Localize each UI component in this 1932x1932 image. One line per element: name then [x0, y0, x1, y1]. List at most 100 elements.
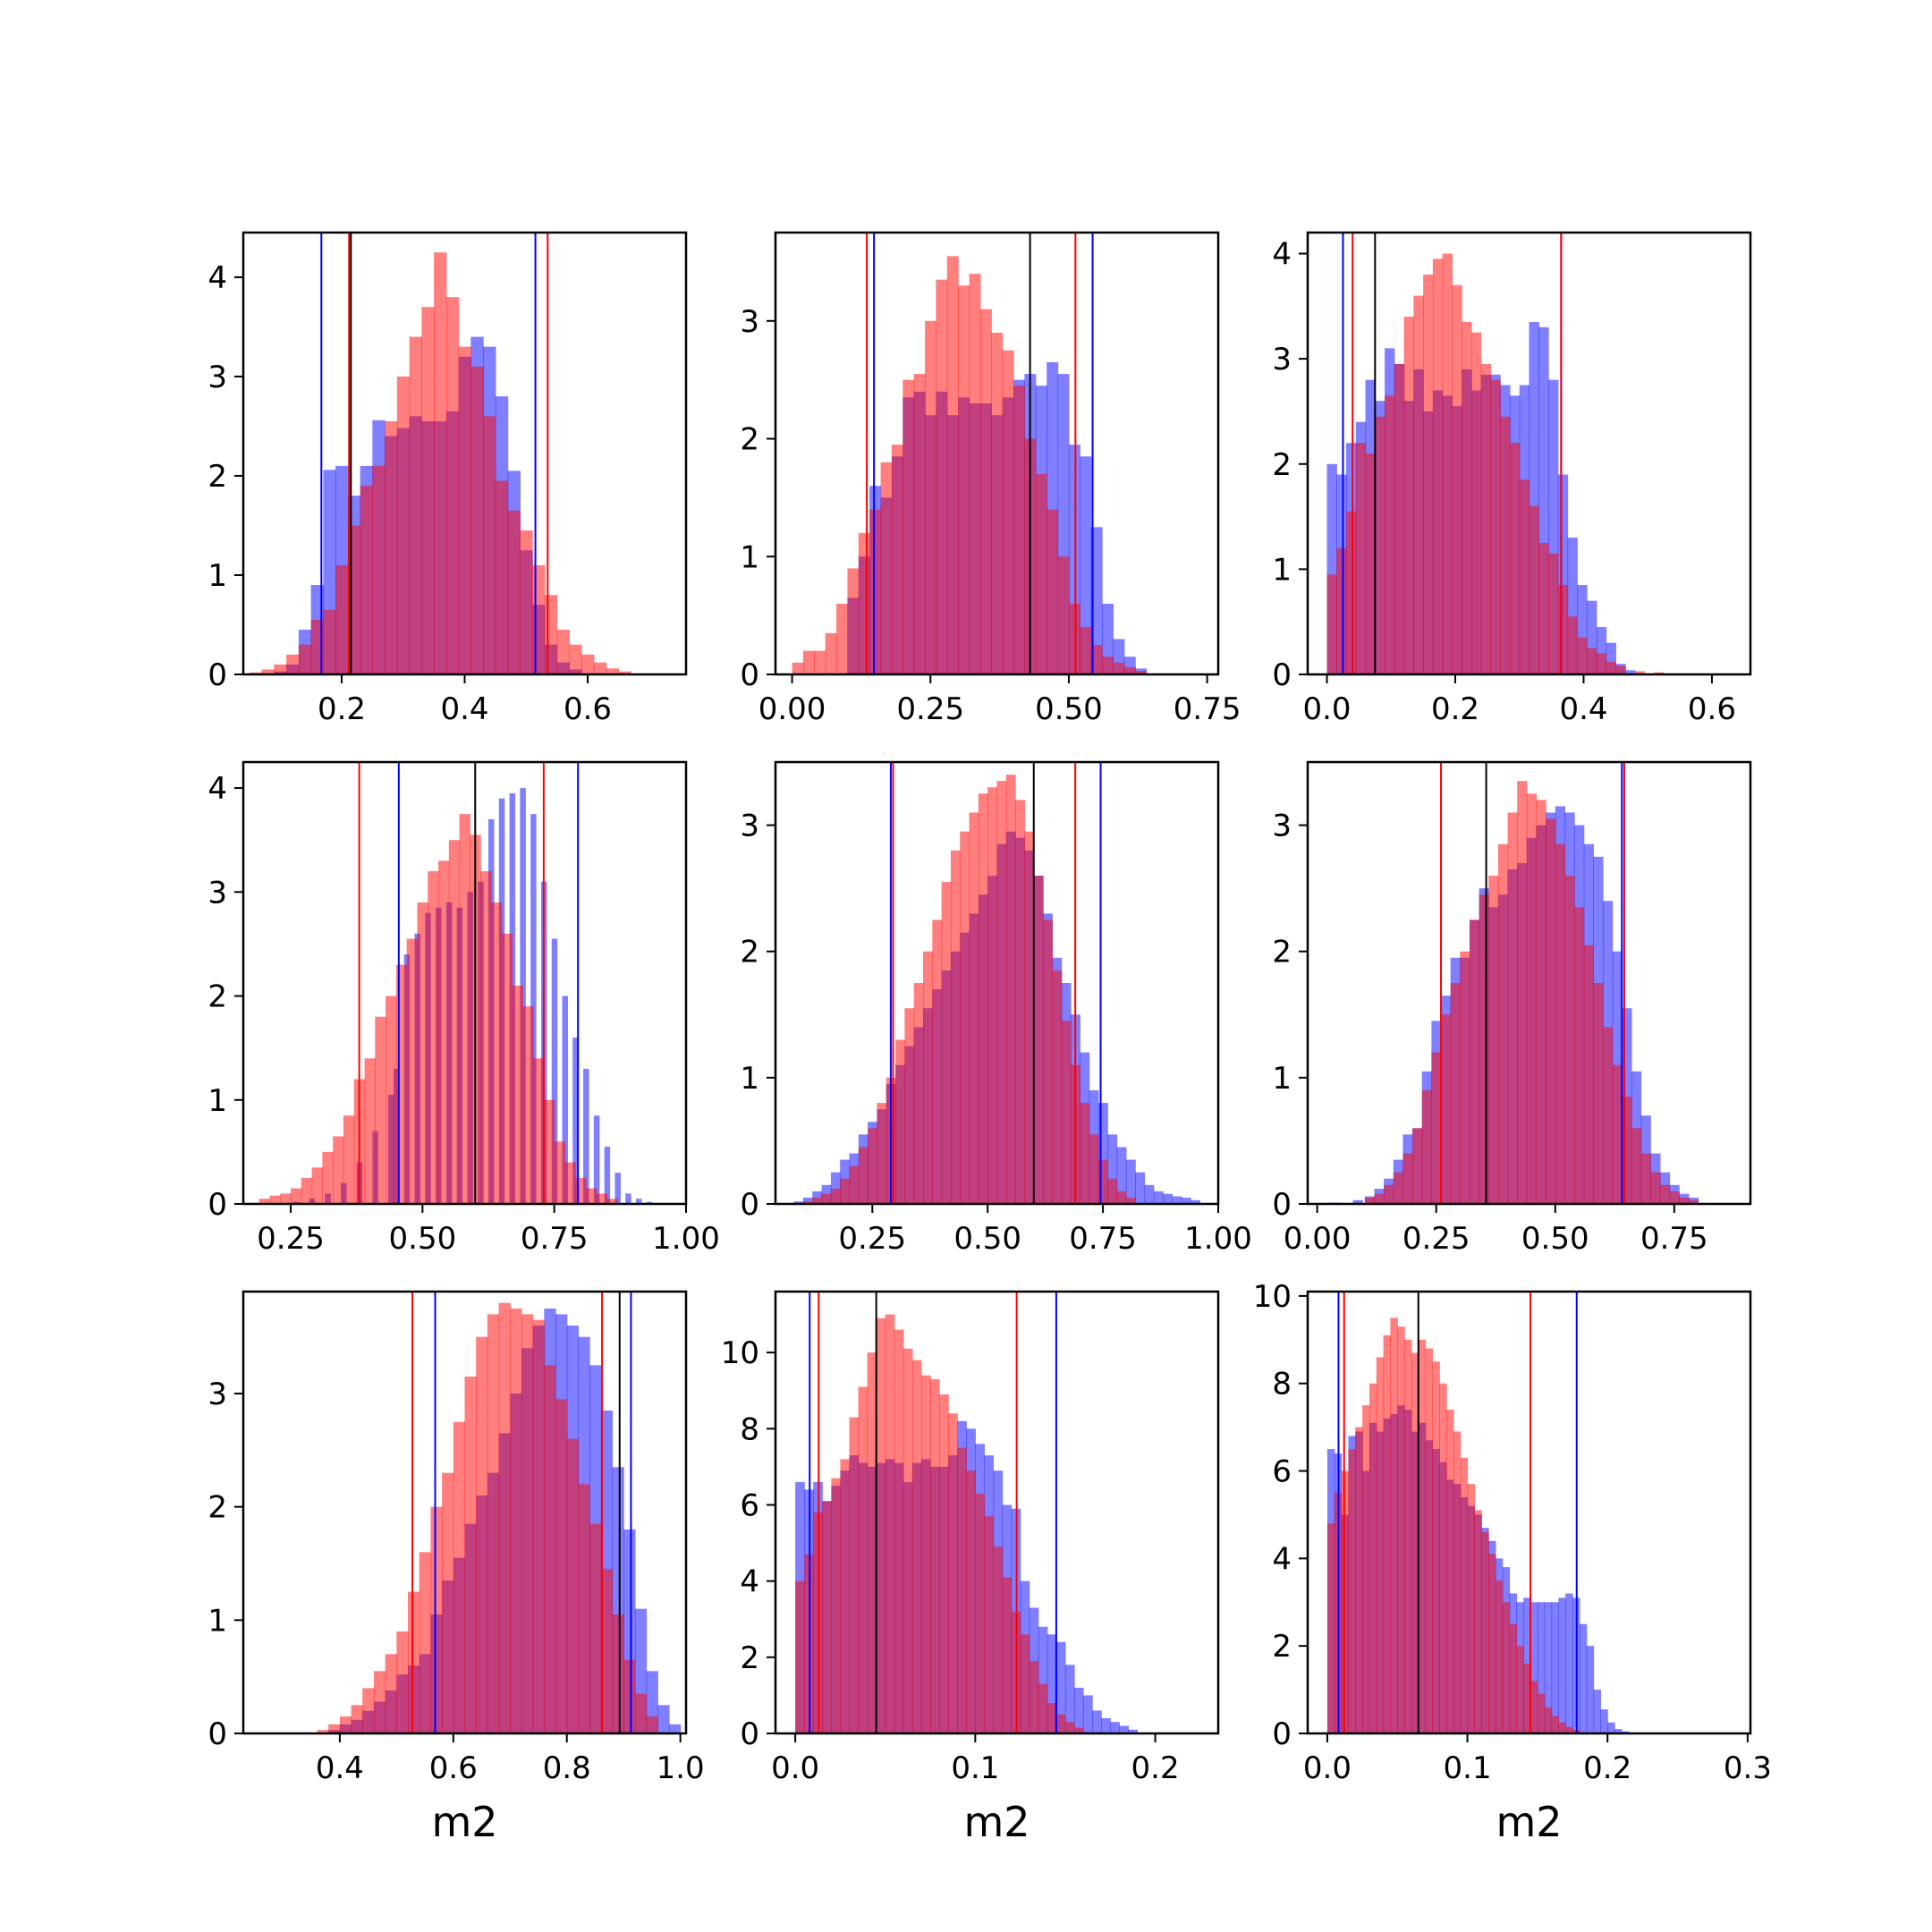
- blue-histogram-bar: [1538, 326, 1549, 674]
- x-tick-label: 0.25: [838, 1221, 906, 1257]
- blue-histogram-bar: [614, 1173, 621, 1204]
- red-histogram-bar: [966, 1470, 976, 1733]
- red-histogram-bar: [1432, 258, 1444, 674]
- y-tick-label: 2: [740, 1640, 759, 1676]
- red-histogram-bar: [877, 1103, 887, 1204]
- red-histogram-bar: [1346, 511, 1357, 674]
- red-histogram-bar: [1385, 395, 1395, 674]
- x-tick-label: 0.00: [1284, 1221, 1352, 1257]
- red-histogram-bar: [902, 379, 915, 674]
- red-histogram-bar: [490, 902, 503, 1204]
- red-histogram-bar: [1089, 1134, 1099, 1204]
- red-histogram-bar: [1043, 919, 1053, 1204]
- y-tick-label: 4: [208, 771, 227, 807]
- plot-area: [1326, 233, 1665, 674]
- y-tick-label: 2: [208, 1490, 227, 1526]
- x-tick-label: 0.6: [429, 1750, 478, 1786]
- red-histogram-bar: [360, 486, 373, 674]
- red-histogram-bar: [1634, 671, 1646, 674]
- red-histogram-bar: [1348, 1449, 1356, 1733]
- plot-area: [793, 762, 1200, 1204]
- red-histogram-bar: [1519, 479, 1530, 674]
- red-histogram-bar: [442, 1472, 454, 1733]
- blue-histogram-bar: [1596, 627, 1607, 674]
- blue-histogram-bar: [1625, 670, 1636, 674]
- red-histogram-bar: [1123, 667, 1136, 674]
- blue-histogram-bar: [1593, 1690, 1601, 1733]
- red-histogram-bar: [821, 1193, 832, 1204]
- x-tick-label: 0.0: [1303, 1750, 1352, 1786]
- x-axis-label: m2: [1496, 1798, 1562, 1846]
- red-histogram-bar: [948, 1413, 958, 1733]
- red-histogram-bar: [409, 336, 422, 674]
- histogram-panel-6: 0.00 0.25 0.50 0.75 0 1 2 3: [1272, 760, 1752, 1257]
- blue-histogram-bar: [793, 1201, 804, 1204]
- x-tick-label: 0.4: [1559, 691, 1607, 727]
- red-histogram-bar: [1033, 876, 1044, 1204]
- red-histogram-bar: [1393, 1172, 1404, 1204]
- red-histogram-bar: [795, 1580, 805, 1733]
- red-histogram-bar: [269, 1195, 281, 1204]
- red-histogram-bar: [1390, 1318, 1398, 1733]
- blue-histogram-bar: [593, 1115, 600, 1204]
- red-histogram-bar: [1038, 1683, 1048, 1733]
- blue-histogram-bar: [1101, 1717, 1111, 1733]
- red-histogram-bar: [1612, 1064, 1623, 1204]
- x-tick-label: 0.1: [951, 1750, 999, 1786]
- red-histogram-bar: [351, 1705, 363, 1733]
- axes-frame: [242, 1290, 688, 1735]
- red-histogram-bar: [1462, 321, 1472, 674]
- x-tick-label: 0.3: [1724, 1750, 1772, 1786]
- x-tick-label: 0.0: [771, 1750, 819, 1786]
- red-histogram-bar: [812, 1197, 823, 1204]
- red-histogram-bar: [1583, 945, 1594, 1204]
- red-histogram-bar: [975, 1493, 986, 1733]
- red-histogram-bar: [396, 376, 411, 674]
- red-histogram-bar: [1080, 627, 1092, 674]
- red-histogram-bar: [1005, 775, 1016, 1204]
- red-histogram-bar: [814, 650, 826, 674]
- red-histogram-bar: [1080, 1103, 1090, 1204]
- y-tick-label: 0: [1272, 1187, 1292, 1223]
- y-tick-label: 3: [208, 875, 227, 911]
- red-histogram-bar: [372, 465, 386, 674]
- y-tick-label: 0: [740, 657, 759, 693]
- red-histogram-bar: [894, 1329, 904, 1733]
- blue-histogram-bar: [1038, 1626, 1048, 1733]
- red-histogram-bar: [1394, 364, 1405, 674]
- blue-histogram-bar: [1529, 321, 1539, 674]
- red-histogram-bar: [1064, 1722, 1075, 1733]
- axes-frame: [774, 231, 1220, 676]
- blue-histogram-bar: [1083, 1695, 1093, 1733]
- red-histogram-bar: [1453, 1431, 1462, 1733]
- red-histogram-bar: [1439, 1383, 1447, 1733]
- red-histogram-bar: [1015, 800, 1026, 1204]
- red-histogram-bar: [847, 568, 860, 674]
- red-histogram-bar: [979, 309, 992, 674]
- red-histogram-bar: [483, 416, 496, 674]
- red-histogram-bar: [1488, 876, 1499, 1204]
- blue-histogram-bar: [1090, 527, 1103, 674]
- red-histogram-bar: [858, 1147, 869, 1204]
- red-histogram-bar: [1497, 843, 1509, 1204]
- red-histogram-bar: [802, 650, 815, 674]
- y-tick-label: 8: [740, 1411, 759, 1447]
- red-histogram-bar: [555, 1399, 568, 1733]
- red-histogram-bar: [1061, 1021, 1072, 1204]
- blue-histogram-bar: [1153, 1191, 1164, 1204]
- red-histogram-bar: [913, 374, 926, 674]
- red-histogram-bar: [1397, 1326, 1405, 1733]
- red-histogram-bar: [1596, 653, 1607, 674]
- y-tick-label: 3: [1272, 809, 1292, 844]
- red-histogram-bar: [1375, 416, 1385, 674]
- blue-histogram-bar: [1055, 1641, 1066, 1733]
- blue-histogram-bar: [562, 996, 569, 1204]
- y-tick-label: 2: [1272, 1629, 1292, 1665]
- red-histogram-bar: [589, 1523, 602, 1733]
- red-histogram-bar: [991, 332, 1004, 674]
- red-histogram-bar: [1603, 1027, 1614, 1204]
- x-tick-label: 0.50: [389, 1221, 457, 1257]
- axes-frame: [242, 760, 688, 1206]
- blue-histogram-bar: [572, 1038, 579, 1204]
- red-histogram-bar: [532, 564, 546, 674]
